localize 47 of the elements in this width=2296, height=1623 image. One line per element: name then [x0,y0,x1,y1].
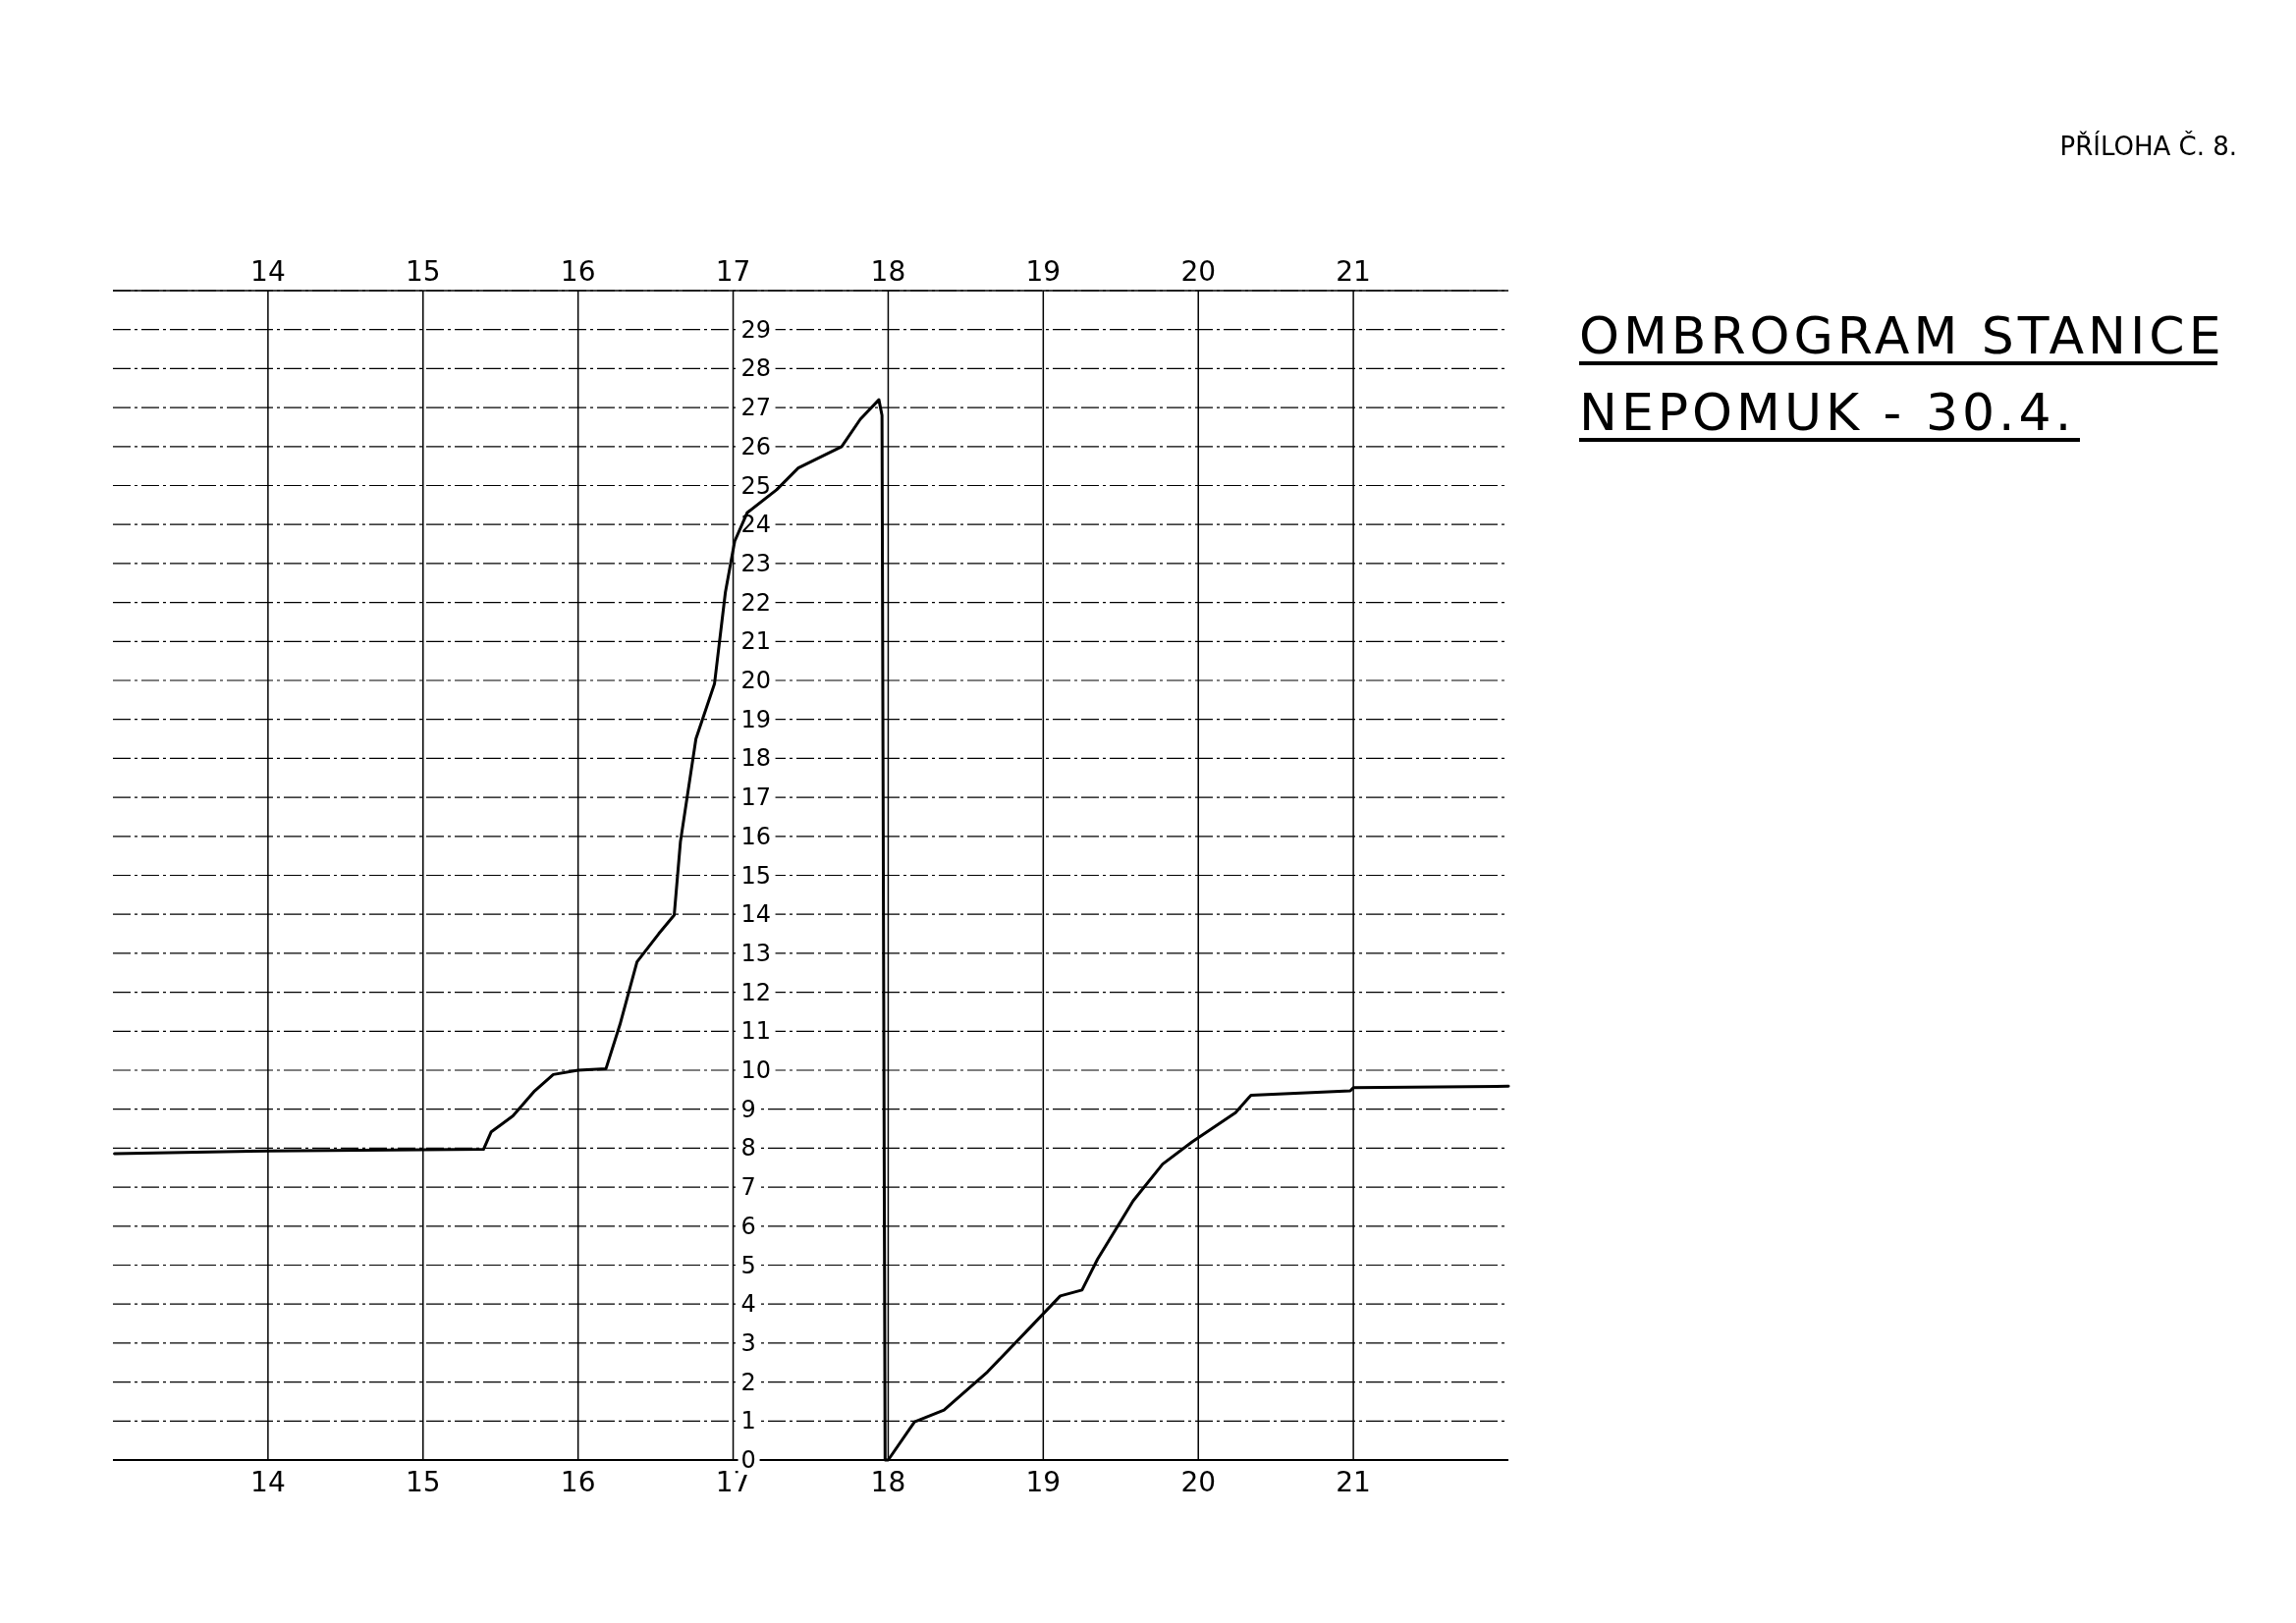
x-tick-label: 18 [870,255,906,288]
y-tick-label: 22 [740,588,772,617]
x2-tick-label: 15 [405,1466,441,1498]
x-tick-label: 15 [405,255,441,288]
y-tick-label: 29 [740,315,772,344]
y-tick-label: 3 [740,1328,756,1357]
y-tick-label: 18 [740,744,772,773]
y-tick-label: 27 [740,394,772,422]
y-tick-label: 19 [740,705,772,733]
text: PŘÍLOHA Č. 8. [2059,131,2237,161]
x-tick-label: 19 [1025,255,1062,288]
y-tick-label: 11 [740,1017,772,1046]
y-tick-label: 10 [740,1056,772,1084]
x2-tick-label: 21 [1336,1466,1371,1498]
y-tick-label: 17 [740,784,772,812]
y-tick-label: 6 [740,1212,756,1240]
y-tick-label: 0 [740,1446,756,1474]
y-tick-label: 25 [740,471,772,500]
y-tick-label: 5 [740,1251,756,1279]
y-tick-label: 28 [740,354,772,383]
text: OMBROGRAM STANICE [1579,306,2225,365]
y-tick-label: 24 [740,511,772,539]
y-tick-label: 1 [740,1407,756,1435]
x2-tick-label: 20 [1180,1466,1217,1498]
y-tick-label: 15 [740,861,772,890]
y-tick-label: 9 [740,1095,756,1123]
x-tick-label: 21 [1336,255,1371,288]
y-tick-label: 16 [740,822,772,850]
y-tick-label: 13 [740,939,772,967]
y-tick-label: 26 [740,432,772,460]
y-tick-label: 21 [740,627,772,656]
y-tick-label: 12 [740,978,772,1006]
x-tick-label: 14 [250,255,286,288]
y-tick-label: 2 [740,1368,756,1396]
x2-tick-label: 18 [870,1466,906,1498]
y-tick-label: 20 [740,667,772,694]
x2-tick-label: 19 [1025,1466,1062,1498]
y-tick-label: 14 [740,900,772,929]
y-tick-label: 23 [740,549,772,577]
y-tick-label: 7 [740,1173,756,1202]
x2-tick-label: 14 [250,1466,286,1498]
x-tick-label: 20 [1180,255,1217,288]
x2-tick-label: 16 [560,1466,596,1498]
y-tick-label: 8 [740,1134,756,1163]
y-tick-label: 4 [740,1290,756,1319]
x-tick-label: 16 [560,255,596,288]
text: NEPOMUK - 30.4. [1579,383,2076,442]
